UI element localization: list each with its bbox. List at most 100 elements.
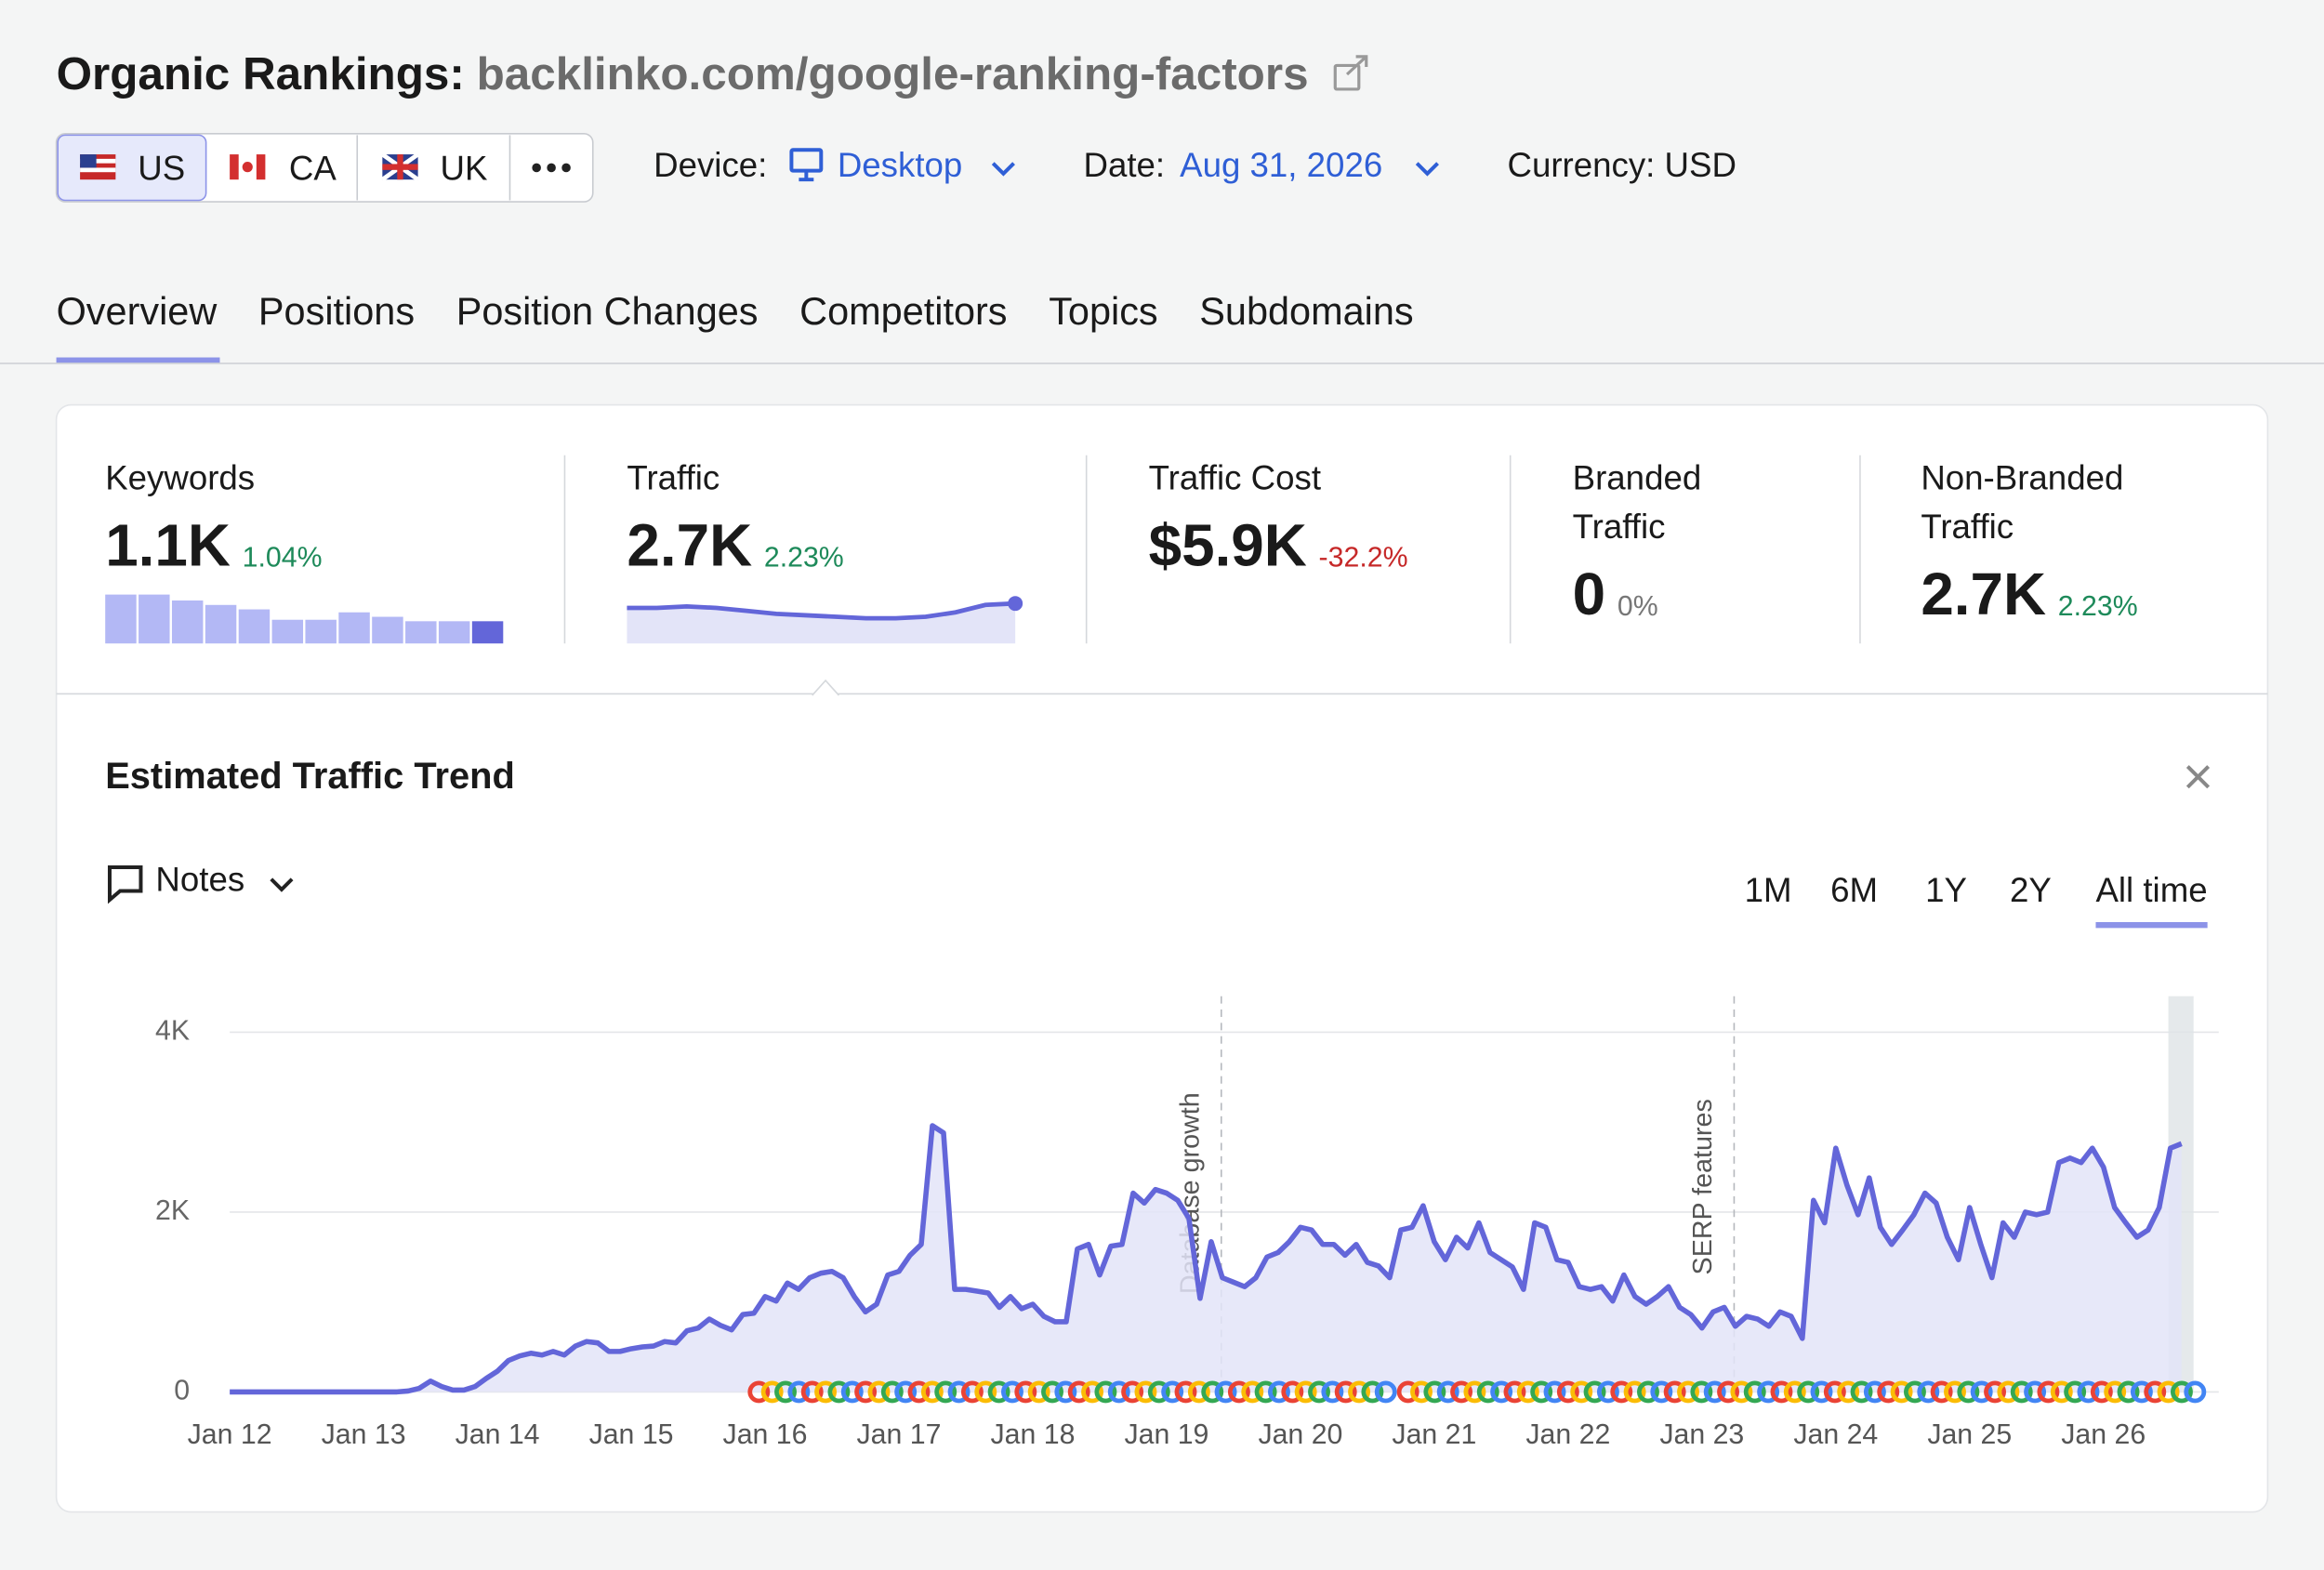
- google-marker[interactable]: [1850, 1380, 1873, 1404]
- google-marker[interactable]: [1321, 1380, 1344, 1404]
- period-option[interactable]: 1Y: [1925, 871, 1967, 909]
- google-marker[interactable]: [974, 1380, 997, 1404]
- google-marker[interactable]: [854, 1380, 878, 1404]
- google-marker[interactable]: [1930, 1380, 1953, 1404]
- google-marker[interactable]: [1903, 1380, 1926, 1404]
- google-marker[interactable]: [1054, 1380, 1077, 1404]
- period-option[interactable]: All time: [2095, 871, 2207, 909]
- google-marker[interactable]: [2130, 1380, 2153, 1404]
- tab[interactable]: Topics: [1049, 289, 1157, 333]
- google-marker[interactable]: [947, 1380, 971, 1404]
- google-marker[interactable]: [1677, 1380, 1699, 1404]
- google-marker[interactable]: [1797, 1380, 1820, 1404]
- google-marker[interactable]: [1463, 1380, 1486, 1404]
- google-marker[interactable]: [1837, 1380, 1860, 1404]
- google-marker[interactable]: [1014, 1380, 1037, 1404]
- google-marker[interactable]: [2144, 1380, 2167, 1404]
- google-marker[interactable]: [1703, 1380, 1726, 1404]
- google-marker[interactable]: [2117, 1380, 2140, 1404]
- google-marker[interactable]: [987, 1380, 1010, 1404]
- google-marker[interactable]: [1917, 1380, 1940, 1404]
- db-label[interactable]: UK: [441, 149, 488, 187]
- google-marker[interactable]: [1241, 1380, 1264, 1404]
- google-marker[interactable]: [1423, 1380, 1446, 1404]
- google-marker[interactable]: [1121, 1380, 1144, 1404]
- google-marker[interactable]: [1147, 1380, 1170, 1404]
- google-marker[interactable]: [1970, 1380, 1993, 1404]
- google-marker[interactable]: [1490, 1380, 1513, 1404]
- device-value[interactable]: Desktop: [838, 146, 962, 184]
- active-db[interactable]: [57, 134, 207, 202]
- google-marker[interactable]: [1027, 1380, 1050, 1404]
- google-marker[interactable]: [1890, 1380, 1913, 1404]
- google-marker[interactable]: [1556, 1380, 1579, 1404]
- external-link-icon[interactable]: [1333, 55, 1368, 91]
- google-marker[interactable]: [960, 1380, 984, 1404]
- google-marker[interactable]: [1823, 1380, 1846, 1404]
- google-marker[interactable]: [2184, 1380, 2207, 1404]
- google-marker[interactable]: [1174, 1380, 1197, 1404]
- date-value[interactable]: Aug 31, 2026: [1180, 146, 1382, 184]
- google-marker[interactable]: [1944, 1380, 1966, 1404]
- google-marker[interactable]: [1984, 1380, 2007, 1404]
- tab[interactable]: Overview: [57, 289, 218, 333]
- tab[interactable]: Positions: [258, 289, 415, 333]
- google-marker[interactable]: [934, 1380, 957, 1404]
- db-label[interactable]: US: [138, 149, 185, 187]
- google-marker[interactable]: [1450, 1380, 1473, 1404]
- google-marker[interactable]: [1570, 1380, 1593, 1404]
- google-marker[interactable]: [1267, 1380, 1290, 1404]
- google-marker[interactable]: [1610, 1380, 1633, 1404]
- period-option[interactable]: 6M: [1830, 871, 1878, 909]
- google-marker[interactable]: [1227, 1380, 1250, 1404]
- google-marker[interactable]: [1374, 1380, 1397, 1404]
- google-marker[interactable]: [1107, 1380, 1130, 1404]
- period-option[interactable]: 1M: [1745, 871, 1792, 909]
- google-marker[interactable]: [1396, 1380, 1419, 1404]
- google-marker[interactable]: [1214, 1380, 1237, 1404]
- google-marker[interactable]: [1041, 1380, 1063, 1404]
- period-option[interactable]: 2Y: [2010, 871, 2052, 909]
- google-marker[interactable]: [1503, 1380, 1526, 1404]
- google-marker[interactable]: [1690, 1380, 1713, 1404]
- close-icon[interactable]: [2185, 765, 2211, 789]
- google-marker[interactable]: [2037, 1380, 2060, 1404]
- notes-button[interactable]: Notes: [107, 861, 294, 904]
- google-marker[interactable]: [1308, 1380, 1330, 1404]
- google-marker[interactable]: [2090, 1380, 2113, 1404]
- google-marker[interactable]: [1637, 1380, 1659, 1404]
- google-marker[interactable]: [1596, 1380, 1619, 1404]
- google-marker[interactable]: [1863, 1380, 1886, 1404]
- google-marker[interactable]: [800, 1380, 824, 1404]
- google-marker[interactable]: [1783, 1380, 1806, 1404]
- google-marker[interactable]: [1094, 1380, 1117, 1404]
- google-marker[interactable]: [1997, 1380, 2020, 1404]
- google-marker[interactable]: [1770, 1380, 1793, 1404]
- google-marker[interactable]: [1187, 1380, 1210, 1404]
- google-marker[interactable]: [787, 1380, 811, 1404]
- google-marker[interactable]: [1476, 1380, 1499, 1404]
- tab[interactable]: Competitors: [799, 289, 1007, 333]
- more-icon[interactable]: [532, 163, 571, 173]
- page-url[interactable]: backlinko.com/google-ranking-factors: [477, 48, 1309, 99]
- google-marker[interactable]: [907, 1380, 931, 1404]
- google-marker[interactable]: [1334, 1380, 1357, 1404]
- db-label[interactable]: CA: [289, 149, 337, 187]
- tab[interactable]: Subdomains: [1199, 289, 1413, 333]
- google-marker[interactable]: [1361, 1380, 1384, 1404]
- google-marker[interactable]: [1348, 1380, 1371, 1404]
- google-marker[interactable]: [1757, 1380, 1780, 1404]
- google-marker[interactable]: [1623, 1380, 1646, 1404]
- google-marker[interactable]: [2010, 1380, 2033, 1404]
- google-marker[interactable]: [1543, 1380, 1566, 1404]
- google-marker[interactable]: [1717, 1380, 1740, 1404]
- google-marker[interactable]: [1294, 1380, 1317, 1404]
- google-marker[interactable]: [1810, 1380, 1833, 1404]
- google-marker[interactable]: [2077, 1380, 2100, 1404]
- google-marker[interactable]: [1516, 1380, 1539, 1404]
- google-marker[interactable]: [1067, 1380, 1090, 1404]
- google-marker[interactable]: [894, 1380, 918, 1404]
- google-marker[interactable]: [1730, 1380, 1753, 1404]
- google-marker[interactable]: [1281, 1380, 1304, 1404]
- google-marker[interactable]: [1201, 1380, 1224, 1404]
